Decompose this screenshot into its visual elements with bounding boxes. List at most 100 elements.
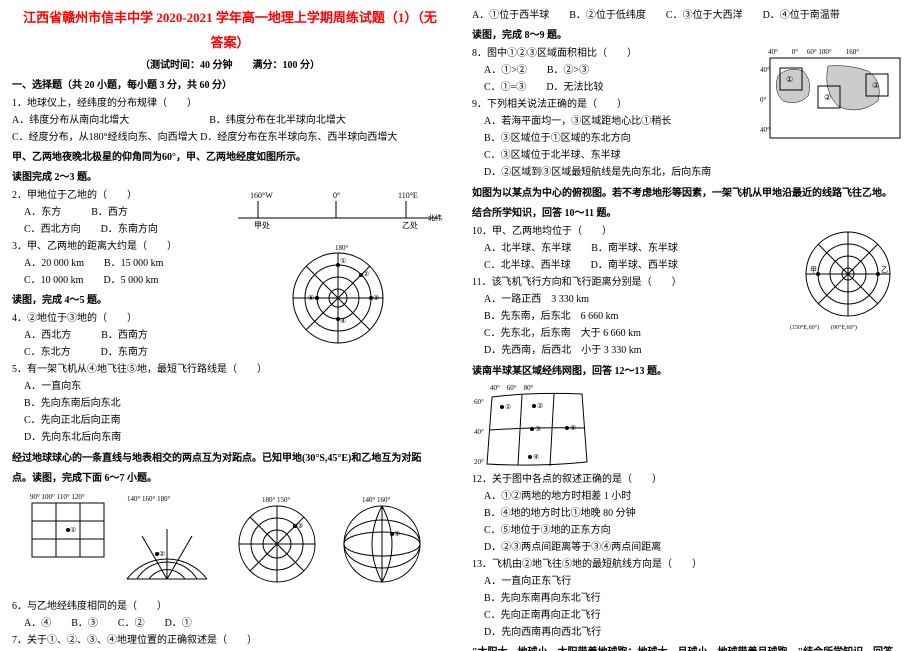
q7d: D．④位于南温带: [763, 10, 840, 21]
svg-text:①: ①: [505, 403, 511, 411]
q4c: C．东北方: [24, 347, 71, 358]
block-q2-q5: 160°W 0° 110°E 甲处 乙处 北纬: [12, 188, 448, 447]
stem10: 如图为以某点为中心的俯视图。若不考虑地形等因素，一架飞机从甲地沿最近的线路飞往乙…: [472, 186, 908, 202]
svg-text:③: ③: [872, 81, 879, 90]
figure-10-11: 甲 乙 (150°E,60°) (90°E,60°): [788, 224, 908, 334]
svg-text:140° 160°: 140° 160°: [362, 496, 391, 504]
stem2: 甲、乙两地夜晚北极星的仰角同为60°，甲、乙两地经度如图所示。: [12, 150, 448, 166]
stem8: 读图，完成 8～9 题。: [472, 28, 908, 44]
svg-text:0°: 0°: [760, 96, 767, 104]
svg-text:①: ①: [340, 257, 346, 265]
q11d: D．先西南，后西北 小于 3 330 km: [472, 343, 908, 359]
stem6b: 点。读图，完成下面 6～7 小题。: [12, 471, 448, 487]
q10b: B．南半球、东半球: [591, 243, 678, 254]
fig23-160w-label: 160°W: [250, 191, 273, 200]
q9c: C．③区域位于北半球、东半球: [472, 148, 908, 164]
stem10b: 结合所学知识，回答 10～11 题。: [472, 206, 908, 222]
figure-23-45: 160°W 0° 110°E 甲处 乙处 北纬: [228, 188, 448, 358]
svg-text:①: ①: [786, 75, 793, 84]
fig23-0-label: 0°: [333, 191, 340, 200]
svg-text:⑤: ⑤: [570, 424, 576, 432]
q6d: D．①: [165, 618, 192, 629]
right-column: A．①位于西半球 B．②位于低纬度 C．③位于大西洋 D．④位于南温带 读图，完…: [460, 0, 920, 651]
q3d: D．5 000 km: [103, 275, 158, 286]
svg-text:③: ③: [535, 425, 541, 433]
svg-text:④: ④: [340, 317, 346, 325]
q10a: A．北半球、东半球: [484, 243, 571, 254]
q7opts: A．①位于西半球 B．②位于低纬度 C．③位于大西洋 D．④位于南温带: [472, 8, 908, 24]
q6opts: A．④ B．③ C．② D．①: [12, 616, 448, 632]
q1b: B．纬度分布在北半球向北增大: [209, 115, 346, 126]
figure-67-row: 90° 100° 110° 120° ① 140° 160° 180° ②: [12, 489, 448, 599]
block-q10-q11: 甲 乙 (150°E,60°) (90°E,60°) 10．甲、乙两地均位于（ …: [472, 224, 908, 360]
svg-text:40°: 40°: [760, 66, 770, 74]
q1a: A．纬度分布从南向北增大: [12, 115, 129, 126]
svg-text:④: ④: [394, 530, 400, 538]
svg-text:甲: 甲: [810, 266, 817, 274]
q10d: D．南半球、西半球: [591, 260, 678, 271]
q4b: B．西南方: [101, 330, 148, 341]
q2c: C．西北方向: [24, 224, 81, 235]
q8d: D．无法比较: [546, 82, 603, 93]
svg-text:180° 150°: 180° 150°: [262, 496, 291, 504]
q5a: A．一直向东: [12, 379, 448, 395]
test-info: （测试时间：40 分钟 满分：100 分）: [12, 58, 448, 74]
q3b: B．15 000 km: [104, 258, 163, 269]
q8a: A．①>②: [484, 65, 527, 76]
q12d: D．②③两点间距离等于③④两点间距离: [472, 540, 908, 556]
q8b: B．②>③: [547, 65, 589, 76]
q8c: C．①=③: [484, 82, 526, 93]
svg-text:180°: 180°: [335, 244, 349, 252]
q5d: D．先向东北后向东南: [12, 430, 448, 446]
svg-text:40° 60° 80°: 40° 60° 80°: [490, 384, 534, 392]
section1-head: 一、选择题（共 20 小题，每小题 3 分，共 60 分）: [12, 78, 448, 94]
q12b: B．④地的地方时比①地晚 80 分钟: [472, 506, 908, 522]
q2b: B．西方: [91, 207, 128, 218]
q9d: D．②区域到③区域最短航线是先向东北，后向东南: [472, 165, 908, 181]
stem12: 读南半球某区域经纬网图，回答 12～13 题。: [472, 364, 908, 380]
title-line2: 答案）: [12, 33, 448, 54]
q1-opts-ab: A．纬度分布从南向北增大 B．纬度分布在北半球向北增大: [12, 113, 448, 129]
q2a: A．东方: [24, 207, 61, 218]
q6b: B．③: [71, 618, 98, 629]
q6a: A．④: [24, 618, 51, 629]
svg-text:40°: 40°: [474, 428, 484, 436]
fig23-yi: 乙处: [402, 220, 418, 230]
svg-text:90° 100° 110° 120°: 90° 100° 110° 120°: [30, 493, 85, 501]
q13b: B．先向东南再向东北飞行: [472, 591, 908, 607]
title-line1: 江西省赣州市信丰中学 2020-2021 学年高一地理上学期周练试题（1）（无: [12, 8, 448, 29]
q1: 1．地球仪上，经纬度的分布规律（ ）: [12, 96, 448, 112]
q12a: A．①②两地的地方时相差 1 小时: [472, 489, 908, 505]
q5b: B．先向东南后向东北: [12, 396, 448, 412]
q5: 5．有一架飞机从④地飞往⑤地，最短飞行路线是（ ）: [12, 362, 448, 378]
q4a: A．西北方: [24, 330, 71, 341]
stem2b: 读图完成 2～3 题。: [12, 170, 448, 186]
figure-89: 40° 0° 60° 100° 160° ① ② ③ 40° 0° 40°: [758, 46, 908, 146]
stem14: "太阳大，地球小，太阳带着地球跑；地球大，月球小，地球带着月球跑。"结合所学知识…: [472, 645, 908, 651]
q1c: C．经度分布，从180°经线向东、向西增大 D．经度分布在东半球向东、西半球向西…: [12, 130, 448, 146]
svg-text:⑤: ⑤: [308, 294, 314, 302]
q7a: A．①位于西半球: [472, 10, 549, 21]
q4d: D．东南方: [101, 347, 148, 358]
svg-text:①: ①: [70, 526, 76, 534]
q2d: D．东南方向: [101, 224, 158, 235]
svg-text:乙: 乙: [881, 266, 888, 274]
svg-text:60°: 60°: [474, 398, 484, 406]
svg-text:③: ③: [373, 294, 379, 302]
q13a: A．一直向正东飞行: [472, 574, 908, 590]
svg-text:②: ②: [159, 550, 165, 558]
q7: 7．关于①、②、③、④地理位置的正确叙述是（ ）: [12, 633, 448, 649]
svg-text:④: ④: [533, 453, 539, 461]
q3a: A．20 000 km: [24, 258, 84, 269]
q12: 12．关于图中各点的叙述正确的是（ ）: [472, 472, 908, 488]
fig23-bw: 北纬: [428, 213, 442, 222]
q10c: C．北半球、西半球: [484, 260, 571, 271]
q5c: C．先向正北后向正南: [12, 413, 448, 429]
q6c: C．②: [118, 618, 145, 629]
q13: 13．飞机由②地飞往⑤地的最短航线方向是（ ）: [472, 557, 908, 573]
q6: 6．与乙地经纬度相同的是（ ）: [12, 599, 448, 615]
left-column: 江西省赣州市信丰中学 2020-2021 学年高一地理上学期周练试题（1）（无 …: [0, 0, 460, 651]
svg-text:40°: 40°: [760, 126, 770, 134]
block-q8-q9: 40° 0° 60° 100° 160° ① ② ③ 40° 0° 40° 8．…: [472, 46, 908, 182]
stem6: 经过地球球心的一条直线与地表相交的两点互为对跖点。已知甲地(30°S,45°E)…: [12, 451, 448, 467]
